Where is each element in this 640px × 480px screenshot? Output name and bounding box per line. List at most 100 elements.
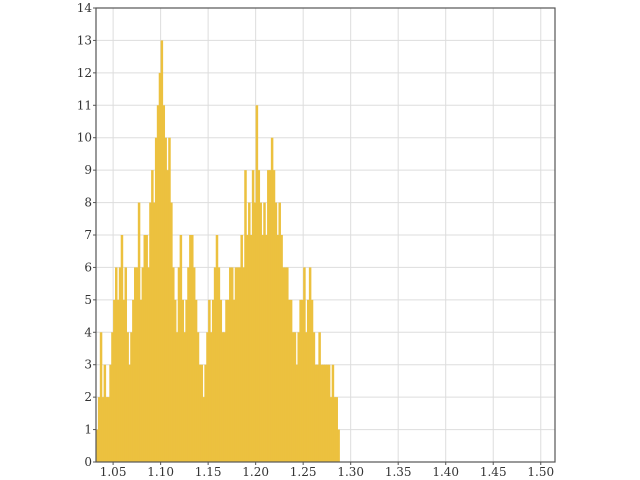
histogram-bar [287,299,291,462]
y-tick-label: 1 [84,423,92,437]
histogram-bar [141,267,145,462]
histogram-bar [236,267,240,462]
histogram-bar [208,299,211,462]
histogram-bar [145,235,148,462]
histogram-bar [246,235,249,462]
histogram-bar [192,267,196,462]
histogram-bar [130,332,133,462]
histogram-bar [227,299,230,462]
histogram-bar [305,332,308,462]
histogram-bar [101,397,105,462]
y-tick-label: 12 [77,66,92,80]
histogram-bar [189,235,192,462]
histogram-bar [134,267,137,462]
histogram-bar [312,332,316,462]
histogram-bar [183,332,186,462]
histogram-bar [181,299,185,462]
histogram-bar [103,364,107,462]
histogram-bar [240,235,243,462]
histogram-bar [124,267,128,462]
histogram-bar [132,299,135,462]
histogram-bar [179,235,183,462]
histogram-bar [331,364,335,462]
histogram-bar [162,105,166,463]
histogram-bar [225,299,228,462]
histogram-bar [308,267,312,462]
histogram-bar [291,332,295,462]
histogram-bar [268,170,272,462]
histogram-bar [211,299,215,462]
histogram-bar [210,332,213,462]
histogram-bar [109,364,112,462]
histogram-bar [177,267,181,462]
histogram-bar [219,299,223,462]
histogram-bar [198,364,202,462]
histogram-bar [325,364,329,462]
histogram-bar [249,235,253,462]
histogram-bar [263,202,266,463]
histogram-bar [206,332,209,462]
x-tick-label: 1.50 [527,465,554,479]
histogram-bar [306,299,310,462]
histogram-bars [96,40,340,463]
histogram-bar [257,170,261,462]
histogram-bar [135,267,139,462]
histogram-bar [223,332,226,462]
histogram-bar [126,332,129,462]
histogram-bar [276,235,280,462]
histogram-bar [274,202,278,463]
histogram-bar [261,235,264,462]
y-tick-label: 3 [84,358,92,372]
histogram-bar [221,332,224,462]
y-tick-label: 5 [84,293,92,307]
histogram-bar [337,429,340,462]
y-tick-label: 9 [84,163,92,177]
x-tick-label: 1.45 [480,465,507,479]
histogram-bar [301,299,304,462]
x-tick-label: 1.25 [290,465,317,479]
histogram-bar [244,170,247,462]
histogram-bar [316,364,319,462]
histogram-bar [173,299,177,462]
histogram-bar [116,299,120,462]
histogram-bar [99,332,103,462]
y-tick-label: 13 [77,33,92,47]
y-tick-label: 11 [77,98,92,112]
histogram-bar [320,364,323,462]
histogram-bar [217,267,221,462]
histogram-bar [297,332,300,462]
y-tick-label: 7 [84,228,92,242]
histogram-bar [128,364,131,462]
histogram-bar [139,299,143,462]
histogram-bar [122,299,126,462]
histogram-bar [143,235,147,462]
histogram-bar [168,137,171,462]
histogram-bar [151,170,154,462]
histogram-bar [107,397,110,462]
histogram-bar [333,397,337,462]
histogram-bar [105,397,109,462]
y-tick-label: 4 [84,325,92,339]
histogram-bar [282,267,285,462]
histogram-bar [160,40,164,463]
histogram-bar [96,429,99,462]
histogram-bar [113,299,116,462]
y-tick-label: 14 [77,1,93,15]
histogram-bar [327,364,331,462]
histogram-bar [185,299,188,462]
histogram-bar [280,235,283,462]
histogram-bar [115,267,118,462]
histogram-bar [187,267,190,462]
histogram-bar [322,364,325,462]
y-tick-label: 2 [84,390,92,404]
x-tick-label: 1.35 [385,465,412,479]
histogram-bar [111,332,114,462]
histogram-bar [147,267,150,462]
histogram-bar [194,299,198,462]
y-tick-label: 8 [84,196,92,210]
histogram-bar [97,397,101,462]
histogram-bar [329,397,333,462]
histogram-bar [314,364,318,462]
histogram-bar [137,202,141,463]
